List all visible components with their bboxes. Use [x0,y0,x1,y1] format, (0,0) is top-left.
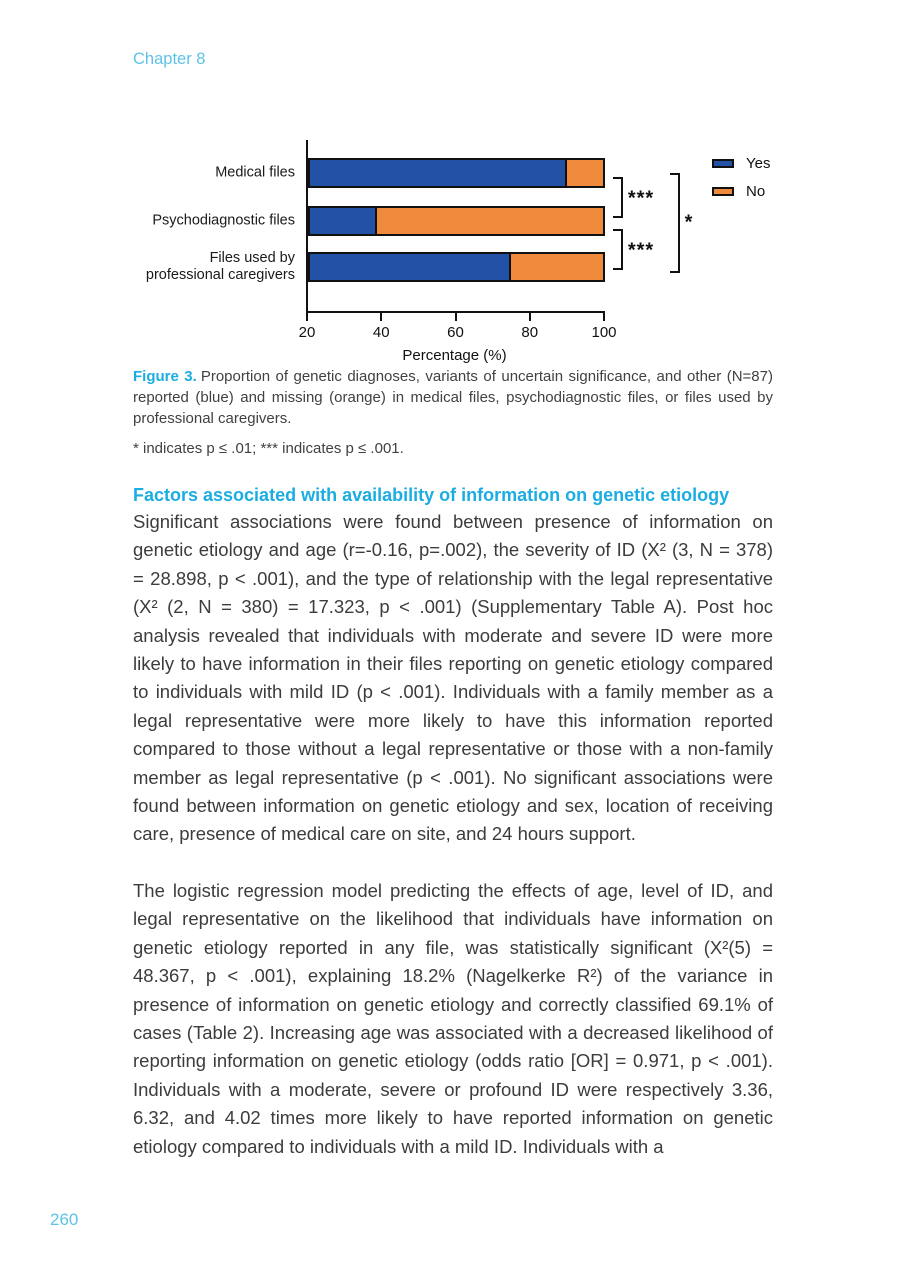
figure-caption-text: Proportion of genetic diagnoses, variant… [133,368,773,427]
page-number: 260 [50,1210,79,1229]
bar-segment-no [564,158,605,188]
significance-bracket [670,173,680,273]
figure-caption-note: * indicates p ≤ .01; *** indicates p ≤ .… [133,440,404,457]
section-heading: Factors associated with availability of … [133,485,730,505]
x-tick-label: 100 [591,324,617,341]
bar-segment-yes [308,252,512,282]
figure-caption: Figure 3. Proportion of genetic diagnoses… [133,366,773,429]
figure-caption-label: Figure 3. [133,368,197,385]
x-tick [306,313,308,321]
legend-swatch-no [712,187,734,196]
chapter-header: Chapter 8 [133,50,206,68]
category-label: Medical files [215,164,295,181]
x-axis [306,311,605,313]
legend-label: Yes [746,155,771,172]
category-label: Psychodiagnostic files [152,212,295,229]
x-tick [454,313,457,321]
significance-label: *** [627,239,655,262]
bar-segment-yes [308,206,377,236]
x-tick [380,313,383,321]
x-tick [528,313,531,321]
x-tick-label: 80 [521,324,539,341]
significance-label: * [684,211,694,234]
significance-label: *** [627,187,655,210]
body-paragraph-1: Significant associations were found betw… [133,511,773,845]
legend-swatch-yes [712,159,734,168]
legend: Yes No [712,155,770,200]
content-column: 20 40 60 80 100 Percentage (%) Medical files Ps… [133,140,773,1161]
bar-segment-yes [308,158,567,188]
y-axis [306,140,308,313]
x-axis-title: Percentage (%) [402,347,507,364]
legend-item-yes: Yes [712,155,770,172]
x-tick [603,313,605,321]
x-tick-label: 40 [372,324,390,341]
significance-bracket [613,229,623,270]
legend-label: No [746,183,766,200]
x-tick-label: 60 [447,324,464,341]
bar-segment-no [509,252,605,282]
bar-segment-no [374,206,605,236]
x-tick-label: 20 [298,324,316,341]
body-paragraph-2: The logistic regression model predicting… [133,879,773,1157]
category-label: Files used by professional caregivers [145,250,295,283]
legend-item-no: No [712,183,770,200]
significance-bracket [613,177,623,218]
figure-3-chart: 20 40 60 80 100 Percentage (%) Medical files Ps… [133,140,773,364]
